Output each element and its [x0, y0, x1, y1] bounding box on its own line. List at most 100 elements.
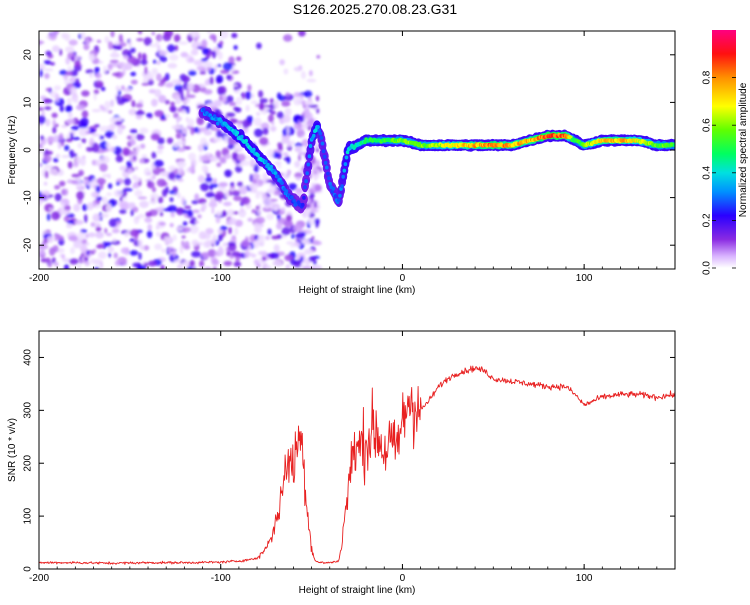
spectrogram-noise-blob — [58, 133, 64, 141]
spectrogram-ridge-cell — [325, 165, 329, 170]
spectrogram-noise-blob — [157, 82, 165, 87]
spectrogram-noise-blob — [123, 188, 133, 192]
spectrogram-noise-blob — [201, 202, 207, 211]
spectrogram-noise-blob — [241, 239, 250, 248]
spectrogram-noise-blob — [77, 142, 82, 149]
spectrogram-noise-blob — [71, 173, 80, 178]
spectrogram-noise-blob — [121, 98, 129, 103]
spectrogram-noise-blob — [59, 48, 63, 56]
spectrogram-noise-blob — [53, 157, 59, 163]
spectrogram-noise-blob — [185, 116, 189, 123]
spectrogram-noise-blob — [300, 255, 304, 263]
spectrogram-noise-blob — [61, 155, 70, 158]
spectrogram-noise-blob — [56, 171, 64, 176]
spectrogram-noise-blob — [159, 56, 168, 63]
spectrogram-noise-blob — [298, 31, 306, 37]
spectrogram-noise-blob — [304, 112, 313, 120]
spectrogram-noise-blob — [49, 247, 56, 256]
spectrogram-noise-blob — [294, 160, 301, 168]
spectrogram-noise-blob — [158, 94, 167, 104]
spectrogram-noise-blob — [273, 244, 280, 253]
spectrogram-noise-blob — [226, 250, 232, 257]
spectrogram-noise-blob — [129, 139, 136, 146]
spectrogram-noise-blob — [208, 201, 218, 208]
spectrogram-noise-blob — [218, 95, 224, 102]
spectrogram-noise-blob — [120, 247, 130, 254]
spectrogram-ridge-cell — [266, 162, 270, 167]
snr-y-axis-label: SNR (10 * v/v) — [7, 418, 18, 482]
spectrogram-noise-blob — [115, 155, 124, 163]
spectrogram-noise-blob — [257, 208, 261, 215]
spectrogram-noise-blob — [154, 243, 163, 250]
spectrogram-noise-blob — [141, 82, 150, 86]
spectrogram-noise-blob — [217, 64, 222, 68]
spectrogram-noise-blob — [49, 31, 57, 41]
spectrogram-noise-blob — [150, 193, 159, 200]
spectrogram-noise-blob — [104, 36, 110, 43]
spectrogram-noise-blob — [283, 34, 293, 42]
spectrogram-noise-blob — [106, 192, 112, 197]
spectrogram-noise-blob — [130, 79, 138, 85]
spectrogram-noise-blob — [270, 110, 276, 115]
spectrogram-ridge-cell — [302, 195, 306, 200]
spectrogram-noise-blob — [96, 39, 102, 43]
spectrogram-x-axis-label: Height of straight line (km) — [299, 285, 416, 296]
spectrogram-noise-blob — [95, 231, 104, 239]
spectrogram-noise-blob — [188, 166, 194, 173]
spectrogram-noise-blob — [61, 124, 68, 128]
spectrogram-ridge-cell — [290, 195, 294, 200]
spectrogram-noise-blob — [254, 128, 263, 138]
spectrogram-noise-blob — [280, 207, 286, 212]
spectrogram-noise-blob — [268, 114, 274, 123]
spectrogram-noise-blob — [253, 259, 259, 265]
spectrogram-noise-blob — [81, 110, 89, 118]
spectrogram-noise-blob — [175, 96, 182, 105]
spectrogram-noise-blob — [182, 210, 188, 214]
spectrogram-noise-blob — [194, 220, 199, 224]
spectrogram-noise-blob — [95, 80, 104, 88]
spectrogram-noise-blob — [249, 173, 253, 183]
spectrogram-ridge-cell — [337, 198, 341, 203]
spectrogram-noise-blob — [219, 158, 227, 164]
spectrogram-noise-blob — [224, 153, 232, 160]
spectrogram-noise-blob — [128, 39, 132, 49]
spectrogram-ridge-cell — [303, 185, 307, 190]
spectrogram-noise-blob — [81, 204, 88, 211]
spectrogram-noise-blob — [114, 260, 120, 266]
spectrogram-noise-blob — [39, 63, 46, 71]
spectrogram-noise-blob — [162, 207, 172, 212]
spectrogram-noise-blob — [223, 260, 233, 266]
spectrogram-noise-blob — [304, 90, 313, 98]
spectrogram-noise-blob — [189, 220, 194, 224]
spectrogram-noise-blob — [177, 167, 184, 176]
spectrogram-noise-blob — [233, 86, 238, 91]
spectrogram-noise-blob — [170, 105, 177, 113]
spectrogram-noise-blob — [69, 77, 77, 83]
spectrogram-noise-blob — [181, 235, 186, 239]
spectrogram-noise-blob — [54, 185, 61, 190]
spectrogram-noise-blob — [286, 125, 290, 135]
spectrogram-noise-blob — [313, 175, 318, 181]
spectrogram-noise-blob — [45, 257, 51, 263]
spectrogram-noise-blob — [135, 133, 145, 141]
spectrogram-noise-blob — [104, 130, 115, 139]
spectrogram-ridge-cell — [305, 171, 310, 176]
spectrogram-noise-blob — [153, 159, 164, 168]
spectrogram-noise-blob — [248, 183, 259, 191]
spectrogram-ridge-cell — [320, 141, 325, 146]
spectrogram-noise-blob — [71, 55, 75, 62]
spectrogram-noise-blob — [154, 41, 160, 48]
spectrogram-noise-blob — [253, 239, 260, 249]
spectrogram-noise-blob — [234, 219, 243, 227]
spectrogram-noise-blob — [78, 169, 85, 176]
spectrogram-noise-blob — [199, 71, 207, 75]
spectrogram-noise-blob — [261, 256, 267, 262]
spectrogram-noise-blob — [131, 100, 136, 108]
spectrogram-noise-blob — [234, 107, 242, 113]
spectrogram-noise-blob — [80, 31, 86, 40]
colorbar-label: Normalized spectral amplitude — [738, 82, 749, 217]
spectrogram-noise-blob — [108, 41, 113, 50]
spectrogram-noise-blob — [228, 227, 233, 235]
spectrogram-noise-blob — [131, 134, 137, 142]
spectrogram-noise-blob — [45, 87, 51, 92]
